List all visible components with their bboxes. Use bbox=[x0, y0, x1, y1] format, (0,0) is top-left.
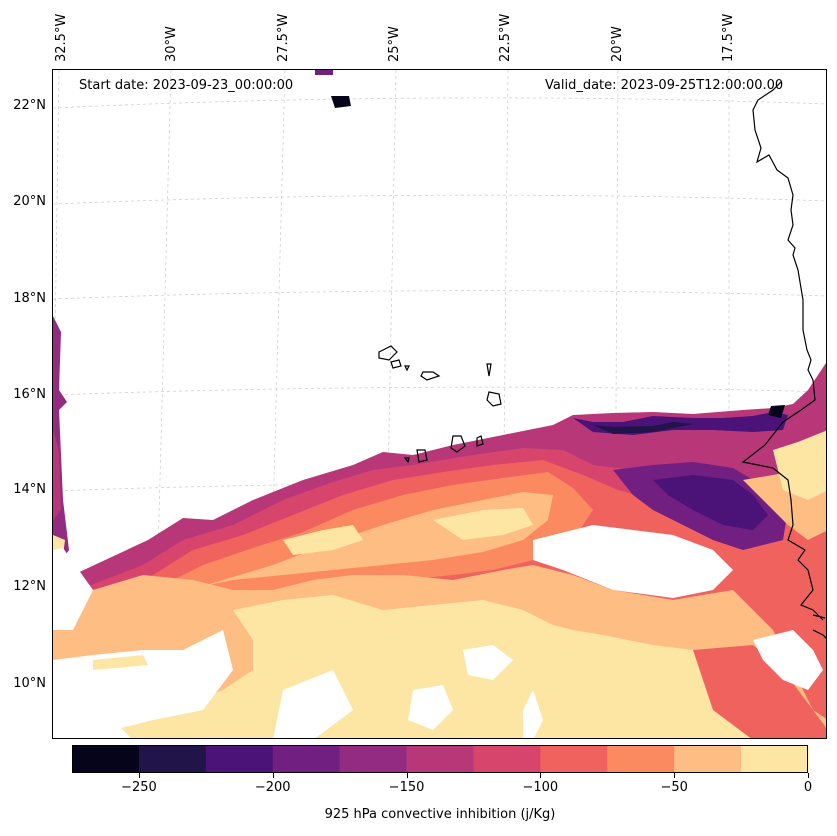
map-canvas bbox=[53, 70, 826, 738]
colorbar-tick-label: 0 bbox=[803, 780, 813, 795]
map-panel bbox=[52, 69, 827, 739]
colorbar-segment bbox=[406, 745, 474, 773]
start-date-label: Start date: 2023-09-23_00:00:00 bbox=[79, 78, 294, 93]
lat-label: 18°N bbox=[13, 291, 46, 306]
colorbar-tick-label: −100 bbox=[522, 780, 559, 795]
colorbar-tick-mark bbox=[138, 773, 140, 778]
lat-label: 16°N bbox=[13, 387, 46, 402]
colorbar-tick-mark bbox=[540, 773, 542, 778]
lat-label: 12°N bbox=[13, 579, 46, 594]
colorbar-tick-label: −200 bbox=[254, 780, 291, 795]
lon-label: 20°W bbox=[610, 26, 625, 62]
colorbar-segment bbox=[607, 745, 675, 773]
colorbar-segment bbox=[272, 745, 341, 773]
valid-date-label: Valid_date: 2023-09-25T12:00:00.00 bbox=[545, 78, 784, 93]
lat-label: 20°N bbox=[13, 194, 46, 209]
colorbar-segment bbox=[473, 745, 541, 773]
colorbar-tick-label: −150 bbox=[388, 780, 425, 795]
colorbar-tick-label: −250 bbox=[121, 780, 157, 795]
colorbar-segment bbox=[205, 745, 274, 773]
colorbar-segment bbox=[72, 745, 140, 773]
lon-label: 30°W bbox=[164, 26, 179, 62]
colorbar-tick-label: −50 bbox=[660, 780, 688, 795]
colorbar-segment bbox=[339, 745, 408, 773]
colorbar-segment bbox=[138, 745, 207, 773]
colorbar bbox=[72, 745, 809, 773]
lon-label: 32.5°W bbox=[54, 13, 69, 62]
colorbar-tick-mark bbox=[808, 773, 809, 778]
colorbar-tick-mark bbox=[272, 773, 274, 778]
colorbar-segment bbox=[674, 745, 742, 773]
lon-label: 27.5°W bbox=[276, 13, 291, 62]
colorbar-segment bbox=[741, 745, 809, 773]
coastline bbox=[741, 81, 826, 639]
colorbar-segment bbox=[540, 745, 608, 773]
cape-verde-islands bbox=[378, 345, 502, 464]
lon-label: 25°W bbox=[387, 26, 402, 62]
colorbar-tick-mark bbox=[674, 773, 676, 778]
lon-label: 17.5°W bbox=[721, 13, 736, 62]
colorbar-tick-mark bbox=[406, 773, 408, 778]
colorbar-title: 925 hPa convective inhibition (j/Kg) bbox=[324, 807, 556, 822]
lat-label: 22°N bbox=[13, 98, 46, 113]
lon-label: 22.5°W bbox=[498, 13, 513, 62]
cin-contours bbox=[53, 70, 826, 738]
lat-label: 10°N bbox=[13, 676, 46, 691]
lat-label: 14°N bbox=[13, 482, 46, 497]
